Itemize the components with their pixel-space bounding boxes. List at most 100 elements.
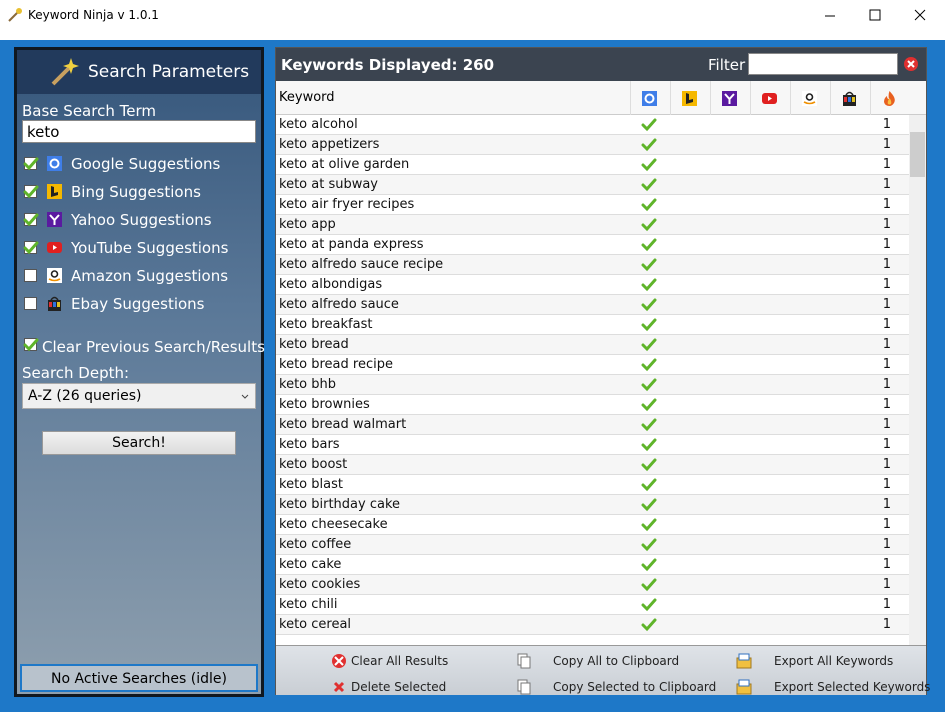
checkbox[interactable] [23, 338, 39, 352]
checkbox[interactable] [24, 269, 37, 282]
search-button-label: Search! [112, 435, 166, 451]
filter-label: Filter [708, 56, 746, 74]
result-row[interactable]: keto alfredo sauce recipe 1 [276, 255, 909, 275]
clear-filter-button[interactable] [903, 56, 919, 72]
result-row[interactable]: keto cheesecake 1 [276, 515, 909, 535]
base-input[interactable]: keto [22, 120, 256, 143]
icon-part [738, 653, 750, 661]
result-row[interactable]: keto at olive garden 1 [276, 155, 909, 175]
clear-icon [333, 681, 345, 693]
ebay-icon [843, 91, 856, 106]
count: 1 [882, 177, 891, 192]
window-controls[interactable] [810, 0, 945, 32]
search-button[interactable]: Search! [42, 431, 236, 455]
keyword: keto cereal [279, 617, 352, 632]
count: 1 [882, 577, 891, 592]
result-row[interactable]: keto coffee 1 [276, 535, 909, 555]
depth-dropdown[interactable]: A-Z (26 queries) [22, 383, 256, 409]
column-divider [750, 81, 751, 115]
yahoo-icon [722, 91, 737, 106]
result-row[interactable]: keto boost 1 [276, 455, 909, 475]
result-row[interactable]: keto air fryer recipes 1 [276, 195, 909, 215]
toolbar-button[interactable]: Export Selected Keywords [736, 678, 930, 698]
result-row[interactable]: keto chili 1 [276, 595, 909, 615]
result-row[interactable]: keto at subway 1 [276, 175, 909, 195]
icon-part [644, 93, 655, 104]
title-bar: Keyword Ninja v 1.0.1 [0, 0, 945, 32]
scrollbar[interactable] [909, 115, 926, 645]
result-row[interactable]: keto breakfast 1 [276, 315, 909, 335]
google-icon [47, 156, 62, 171]
result-row[interactable]: keto albondigas 1 [276, 275, 909, 295]
result-row[interactable]: keto bars 1 [276, 435, 909, 455]
column-header[interactable]: Keyword [276, 81, 926, 115]
icon-part [334, 656, 344, 666]
keyword: keto at subway [279, 177, 378, 192]
checkbox-check [23, 338, 39, 352]
keyword: keto bread walmart [279, 417, 407, 432]
icon-part [845, 91, 854, 96]
column-divider [790, 81, 791, 115]
result-row[interactable]: keto alcohol 1 [276, 115, 909, 135]
result-row[interactable]: keto blast 1 [276, 475, 909, 495]
result-row[interactable]: keto bread 1 [276, 335, 909, 355]
source-label: Google Suggestions [71, 155, 221, 173]
export-icon [736, 653, 752, 669]
check-mark [641, 558, 657, 572]
count: 1 [882, 297, 891, 312]
keyword: keto alfredo sauce recipe [279, 257, 444, 272]
toolbar-button[interactable]: Clear All Results [331, 652, 521, 672]
keyword: keto brownies [279, 397, 370, 412]
keyword: keto birthday cake [279, 497, 401, 512]
google-check [641, 238, 657, 252]
icon-part [47, 156, 62, 171]
keyword: keto bread [279, 337, 349, 352]
google-check [641, 538, 657, 552]
toolbar-button[interactable]: Copy All to Clipboard [516, 652, 706, 672]
google-check [641, 158, 657, 172]
result-row[interactable]: keto bread walmart 1 [276, 415, 909, 435]
checkbox[interactable] [23, 241, 39, 255]
keyword: keto at olive garden [279, 157, 410, 172]
result-row[interactable]: keto bhb 1 [276, 375, 909, 395]
result-row[interactable]: keto appetizers 1 [276, 135, 909, 155]
google-check [641, 258, 657, 272]
source-label: YouTube Suggestions [71, 239, 229, 257]
count: 1 [882, 437, 891, 452]
checkbox[interactable] [23, 157, 39, 171]
check-mark [641, 218, 657, 232]
check-mark [23, 241, 39, 255]
check-mark [641, 298, 657, 312]
checkbox[interactable] [23, 185, 39, 199]
google-check [641, 498, 657, 512]
check-mark [641, 238, 657, 252]
google-check [641, 338, 657, 352]
result-row[interactable]: keto cake 1 [276, 555, 909, 575]
toolbar-button[interactable]: Copy Selected to Clipboard [516, 678, 716, 698]
toolbar-button-label: Copy All to Clipboard [553, 654, 680, 668]
result-row[interactable]: keto alfredo sauce 1 [276, 295, 909, 315]
result-row[interactable]: keto birthday cake 1 [276, 495, 909, 515]
check-mark [641, 578, 657, 592]
checkbox[interactable] [24, 297, 37, 310]
scroll-thumb[interactable] [910, 132, 925, 177]
column-divider [670, 81, 671, 115]
count: 1 [882, 497, 891, 512]
result-row[interactable]: keto cereal 1 [276, 615, 909, 635]
result-row[interactable]: keto brownies 1 [276, 395, 909, 415]
check-mark [641, 138, 657, 152]
filter-input[interactable] [748, 53, 898, 75]
result-row[interactable]: keto bread recipe 1 [276, 355, 909, 375]
count: 1 [882, 217, 891, 232]
result-row[interactable]: keto app 1 [276, 215, 909, 235]
bing-icon [47, 184, 62, 199]
toolbar-button[interactable]: Export All Keywords [736, 652, 926, 672]
toolbar-button[interactable]: Delete Selected [331, 678, 521, 698]
checkbox[interactable] [23, 213, 39, 227]
result-row[interactable]: keto cookies 1 [276, 575, 909, 595]
copy-icon [517, 653, 531, 669]
panel-title: Search Parameters [88, 62, 250, 82]
column-divider [710, 81, 711, 115]
dropdown-caret [241, 394, 249, 399]
result-row[interactable]: keto at panda express 1 [276, 235, 909, 255]
